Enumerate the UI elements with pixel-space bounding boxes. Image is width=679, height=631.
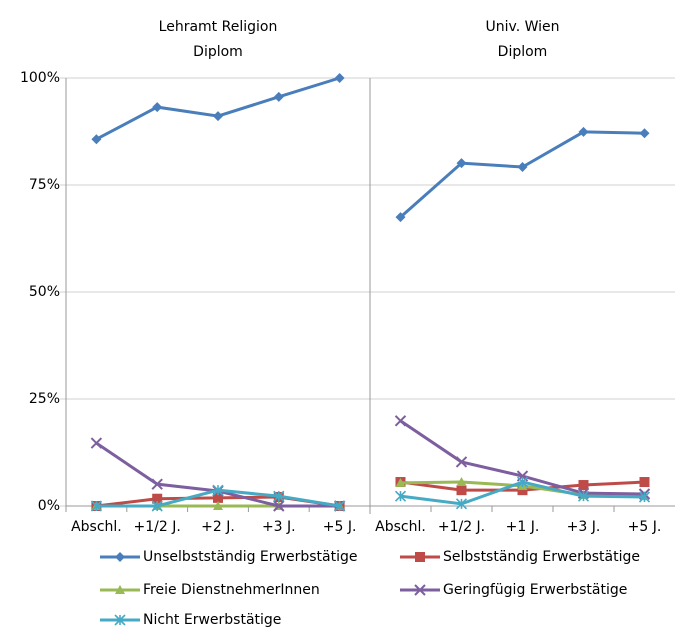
marker: [115, 585, 125, 594]
marker: [334, 73, 345, 83]
legend-label: Selbstständig Erwerbstätige: [443, 549, 640, 565]
marker: [213, 492, 223, 503]
y-tick-label: 0%: [38, 498, 60, 514]
marker: [638, 491, 651, 503]
marker: [213, 111, 223, 122]
x-tick-label: +5 J.: [323, 519, 357, 535]
marker: [151, 478, 163, 490]
x-tick-label: +3 J.: [262, 519, 296, 535]
panel-title: Lehramt Religion: [159, 19, 278, 35]
panel-subtitle: Diplom: [193, 44, 243, 60]
legend-label: Freie DienstnehmerInnen: [143, 582, 320, 598]
legend-label: Geringfügig Erwerbstätige: [443, 582, 627, 598]
marker: [212, 484, 224, 496]
x-tick-label: +1/2 J.: [438, 519, 485, 535]
y-tick-label: 75%: [29, 177, 60, 193]
marker: [455, 498, 468, 510]
marker: [394, 415, 407, 427]
series: [394, 476, 651, 510]
marker: [90, 437, 103, 449]
x-tick-label: Abschl.: [375, 519, 426, 535]
marker: [415, 552, 425, 562]
marker: [273, 91, 284, 102]
x-tick-label: +5 J.: [628, 519, 662, 535]
marker: [578, 480, 589, 491]
series: [395, 126, 650, 223]
marker: [152, 102, 163, 113]
legend-label: Unselbstständig Erwerbstätige: [143, 549, 357, 565]
marker: [456, 485, 467, 496]
marker: [577, 490, 590, 502]
legend-label: Nicht Erwerbstätige: [143, 612, 281, 628]
marker: [517, 162, 528, 173]
marker: [91, 134, 102, 145]
marker: [115, 552, 125, 562]
series-line: [95, 76, 341, 141]
marker: [516, 476, 529, 488]
marker: [639, 128, 650, 139]
marker: [456, 477, 467, 487]
marker: [578, 126, 589, 137]
marker: [456, 158, 467, 169]
marker: [395, 477, 406, 487]
x-tick-label: +1/2 J.: [134, 519, 181, 535]
marker: [114, 614, 126, 626]
series: [90, 484, 346, 512]
marker: [517, 485, 528, 496]
x-tick-label: +3 J.: [567, 519, 601, 535]
marker: [395, 212, 406, 223]
x-tick-label: +1 J.: [506, 519, 540, 535]
y-tick-label: 25%: [29, 391, 60, 407]
panel-title: Univ. Wien: [485, 19, 559, 35]
marker: [213, 501, 223, 510]
y-tick-label: 50%: [29, 284, 60, 300]
marker: [90, 500, 102, 512]
marker: [273, 490, 285, 502]
marker: [639, 477, 650, 488]
x-tick-label: +2 J.: [201, 519, 235, 535]
series: [91, 73, 345, 145]
marker: [455, 456, 468, 468]
marker: [151, 500, 163, 512]
marker: [414, 584, 426, 596]
marker: [334, 500, 346, 512]
marker: [152, 493, 163, 504]
panel-subtitle: Diplom: [498, 44, 548, 60]
marker: [394, 490, 407, 502]
marker: [273, 500, 285, 512]
series-line: [399, 130, 645, 219]
y-tick-label: 100%: [20, 70, 60, 86]
x-tick-label: Abschl.: [71, 519, 122, 535]
